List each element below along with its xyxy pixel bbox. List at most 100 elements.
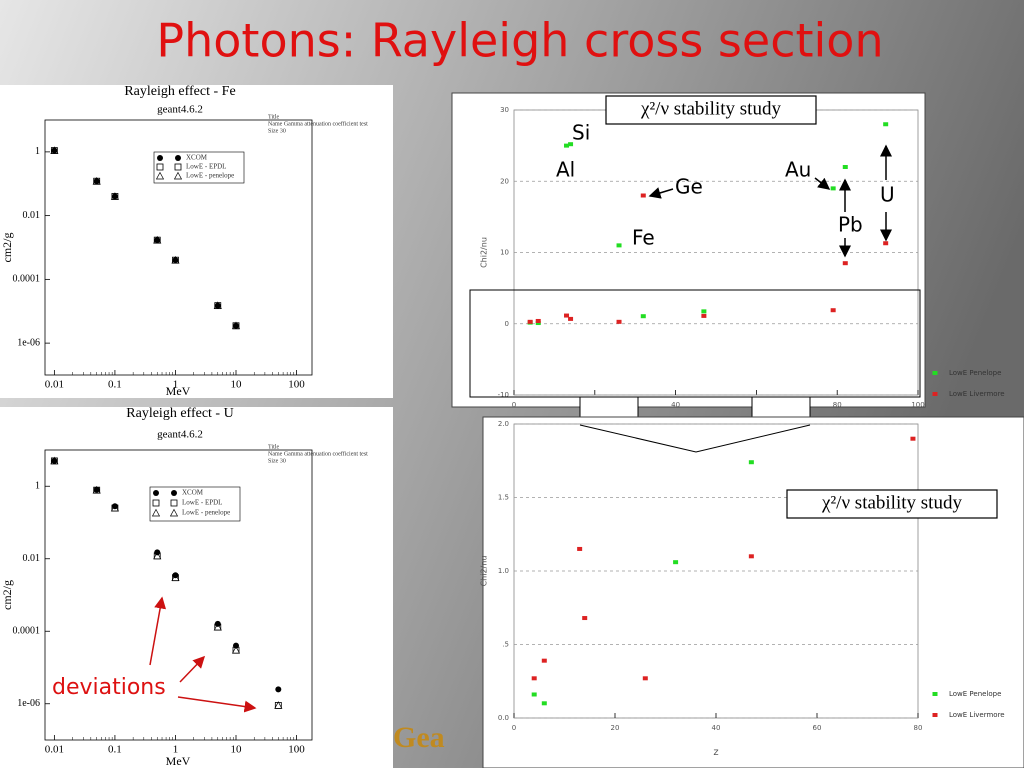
data-point <box>842 165 848 169</box>
data-point <box>169 508 179 517</box>
data-point <box>932 692 938 696</box>
y-tick-label: 0.0 <box>498 714 509 722</box>
data-point <box>110 192 120 200</box>
zoom-connector <box>579 424 811 453</box>
data-point <box>233 642 240 649</box>
legend-label: LowE - EPDL <box>182 499 222 507</box>
x-tick-label: 0.1 <box>108 379 122 391</box>
data-point <box>157 155 163 161</box>
annotation-arrow <box>179 655 206 683</box>
data-point <box>171 255 180 264</box>
data-point <box>174 163 182 171</box>
data-point <box>274 701 283 709</box>
data-point <box>564 143 570 148</box>
y-axis-label: Chi2/nu <box>480 556 489 587</box>
data-point <box>568 316 574 321</box>
x-tick-label: 0 <box>512 401 516 409</box>
y-tick-label: 1 <box>35 146 40 157</box>
data-point <box>213 622 222 631</box>
x-tick-label: 40 <box>671 401 680 409</box>
data-point <box>582 616 588 621</box>
chart-panel <box>482 416 1024 768</box>
annotation-arrow <box>149 596 167 666</box>
y-axis-label: cm2/g <box>0 580 14 610</box>
y-tick-label: 30 <box>500 106 509 114</box>
legend-box <box>149 486 241 522</box>
data-point <box>50 456 59 465</box>
y-tick-label: 0.01 <box>23 553 41 564</box>
data-point <box>910 436 916 441</box>
x-tick-label: 80 <box>914 724 923 732</box>
data-point <box>275 686 282 693</box>
annotation-arrow <box>177 696 257 713</box>
legend-label: LowE Penelope <box>949 369 1001 377</box>
data-point <box>172 257 179 264</box>
data-point <box>748 460 754 465</box>
y-tick-label: 2.0 <box>498 420 509 428</box>
data-point <box>151 508 161 517</box>
legend-box <box>153 151 245 184</box>
chart-title: χ²/ν stability study <box>821 492 962 513</box>
annotation: Ge <box>675 175 703 199</box>
chart-note: Size 30 <box>268 458 286 464</box>
y-tick-label: 1 <box>35 481 40 492</box>
legend-label: LowE Livermore <box>949 711 1005 719</box>
data-point <box>214 302 221 309</box>
legend-label: LowE - penelope <box>182 509 230 517</box>
data-point <box>153 490 159 496</box>
data-point <box>231 645 241 654</box>
data-point <box>568 142 574 147</box>
data-point <box>171 573 180 582</box>
x-tick-label: 80 <box>833 401 842 409</box>
x-axis-label: MeV <box>166 754 191 768</box>
annotation: Si <box>572 121 590 145</box>
data-point <box>173 171 183 180</box>
data-point <box>932 371 938 375</box>
x-tick-label: 0.01 <box>45 744 64 756</box>
data-point <box>51 147 58 154</box>
data-point <box>842 261 848 266</box>
data-point <box>748 554 754 559</box>
data-point <box>564 313 570 318</box>
data-point <box>171 490 177 496</box>
y-tick-label: 1e-06 <box>17 337 40 348</box>
zoom-box <box>469 289 921 398</box>
plot-frame <box>44 449 313 741</box>
y-tick-label: 0 <box>505 320 509 328</box>
annotation-arrow <box>814 177 831 190</box>
data-point <box>175 155 181 161</box>
chart-note: Name Gamma attenuation coefficient test <box>268 120 368 127</box>
y-tick-label: 10 <box>500 249 509 257</box>
x-tick-label: 20 <box>611 724 620 732</box>
y-tick-label: .5 <box>502 641 509 649</box>
data-point <box>535 321 541 326</box>
y-axis-label: Chi2/nu <box>480 237 489 268</box>
data-point <box>111 193 118 200</box>
x-tick-label: 0 <box>512 724 516 732</box>
data-point <box>527 319 533 324</box>
y-axis-label: cm2/g <box>0 233 14 263</box>
data-point <box>640 193 646 198</box>
x-tick-label: 60 <box>813 724 822 732</box>
data-point <box>153 551 162 560</box>
y-tick-label: 20 <box>500 177 509 185</box>
x-tick-label: 1 <box>173 379 179 391</box>
annotation: Fe <box>632 226 655 250</box>
data-point <box>932 392 938 396</box>
slide-title: Photons: Rayleigh cross section <box>156 14 883 68</box>
annotation-arrow <box>648 187 674 199</box>
legend-label: XCOM <box>186 154 208 162</box>
data-point <box>231 321 241 330</box>
data-point <box>156 163 164 171</box>
data-point <box>616 243 622 248</box>
data-point <box>830 186 836 191</box>
data-point <box>153 235 162 244</box>
data-point <box>93 178 100 185</box>
data-point <box>50 146 59 154</box>
data-point <box>642 676 648 681</box>
logo: Gea <box>393 721 445 754</box>
data-point <box>233 322 240 329</box>
data-point <box>883 122 889 127</box>
data-point <box>51 457 58 464</box>
data-point <box>830 308 836 313</box>
